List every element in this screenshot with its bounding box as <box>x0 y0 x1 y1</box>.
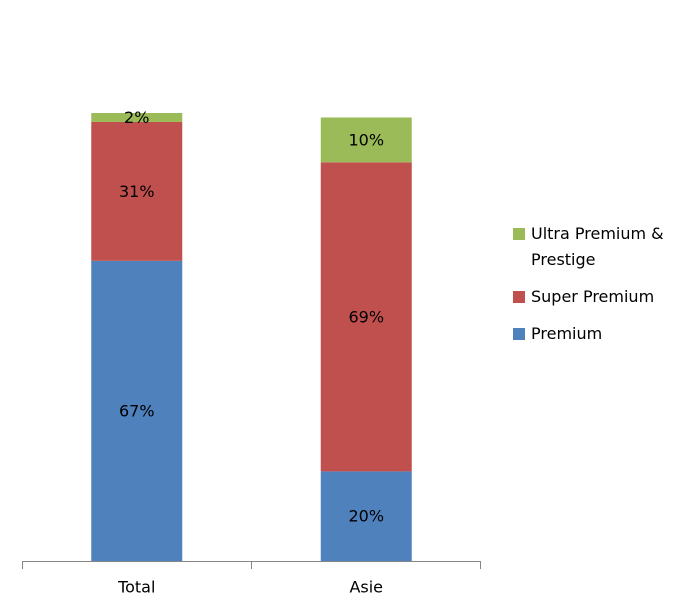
legend-label: Premium <box>531 324 603 343</box>
bar-segment <box>320 117 412 163</box>
bar-segment <box>320 162 412 472</box>
x-tick-label: Total <box>117 578 155 597</box>
data-label: 10% <box>348 130 384 149</box>
data-label: 2% <box>124 108 149 127</box>
legend-swatch <box>513 328 525 340</box>
bar-segment <box>320 471 412 561</box>
legend-label: Super Premium <box>531 287 655 306</box>
bar-segment <box>91 260 183 561</box>
bar-segment <box>91 113 183 122</box>
bar-segment <box>91 121 183 261</box>
legend-item: Super Premium <box>513 284 691 310</box>
legend-item: Premium <box>513 321 691 347</box>
data-label: 20% <box>348 507 384 526</box>
data-label: 31% <box>119 182 155 201</box>
legend-label: Ultra Premium & Prestige <box>531 224 664 269</box>
legend: Ultra Premium & Prestige Super Premium Pre… <box>513 221 691 358</box>
data-label: 69% <box>348 307 384 326</box>
legend-item: Ultra Premium & Prestige <box>513 221 691 273</box>
legend-swatch <box>513 228 525 240</box>
legend-swatch <box>513 291 525 303</box>
data-label: 67% <box>119 401 155 420</box>
x-tick-label: Asie <box>349 578 383 597</box>
